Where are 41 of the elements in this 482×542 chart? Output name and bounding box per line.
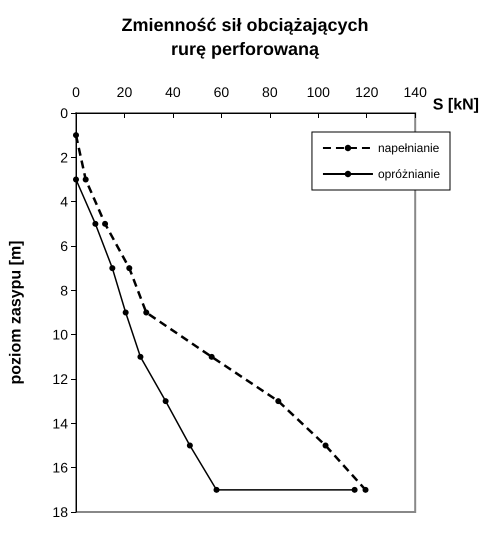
y-tick-label: 8 xyxy=(60,282,68,298)
x-tick-label: 0 xyxy=(72,84,80,100)
point xyxy=(109,265,116,272)
legend-label: napełnianie xyxy=(378,141,440,155)
x-tick-label: 120 xyxy=(355,84,379,100)
y-tick-label: 2 xyxy=(60,149,68,166)
point xyxy=(137,354,144,360)
point xyxy=(186,442,193,448)
y-tick-label: 18 xyxy=(52,504,68,520)
x-tick-label: 20 xyxy=(116,84,132,100)
x-tick-label: 60 xyxy=(214,84,230,100)
point xyxy=(82,176,89,182)
point xyxy=(208,354,215,360)
point xyxy=(322,442,329,448)
x-tick-label: 40 xyxy=(165,84,181,100)
chart-title: Zmienność sił obciążających rurę perforowaną xyxy=(121,15,369,59)
point xyxy=(352,486,358,493)
x-tick-label: 140 xyxy=(404,84,428,100)
point xyxy=(362,486,369,493)
point xyxy=(73,176,79,182)
y-tick-label: 6 xyxy=(60,238,68,254)
point xyxy=(275,398,282,404)
x-tick-label: 80 xyxy=(262,84,278,100)
point xyxy=(102,220,108,227)
x-tick-label: 100 xyxy=(306,84,330,100)
y-tick-label: 16 xyxy=(52,460,68,476)
point xyxy=(73,132,79,138)
point xyxy=(92,220,98,227)
point xyxy=(162,398,169,404)
legend-label: opróżnianie xyxy=(378,167,440,181)
point xyxy=(214,486,220,493)
point xyxy=(122,310,129,316)
y-axis-title: poziom zasypu [m] xyxy=(8,240,24,385)
y-tick-label: 12 xyxy=(52,371,68,387)
y-tick-label: 4 xyxy=(60,194,68,210)
point xyxy=(143,310,150,316)
y-tick-label: 14 xyxy=(52,415,68,432)
point xyxy=(126,265,132,272)
y-tick-label: 0 xyxy=(60,105,68,121)
x-axis-title: S [kN] xyxy=(432,96,479,114)
y-tick-label: 10 xyxy=(52,326,68,343)
